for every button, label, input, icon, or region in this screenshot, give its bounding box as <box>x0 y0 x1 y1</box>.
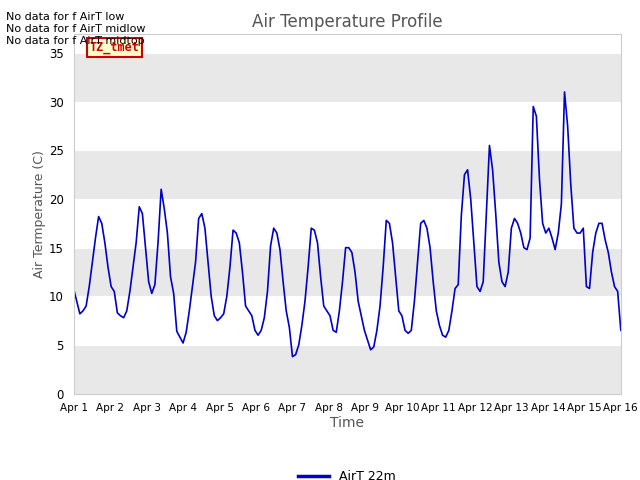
X-axis label: Time: Time <box>330 416 364 430</box>
Text: TZ_tmet: TZ_tmet <box>90 41 140 54</box>
Text: No data for f AirT midtop: No data for f AirT midtop <box>6 36 145 46</box>
Title: Air Temperature Profile: Air Temperature Profile <box>252 12 442 31</box>
Bar <box>74 345 621 394</box>
Legend: AirT 22m: AirT 22m <box>293 465 401 480</box>
Text: No data for f AirT low: No data for f AirT low <box>6 12 125 22</box>
Bar <box>74 53 621 102</box>
Bar <box>74 248 621 296</box>
Text: No data for f AirT midlow: No data for f AirT midlow <box>6 24 146 34</box>
Bar <box>74 150 621 199</box>
Y-axis label: Air Termperature (C): Air Termperature (C) <box>33 150 46 277</box>
